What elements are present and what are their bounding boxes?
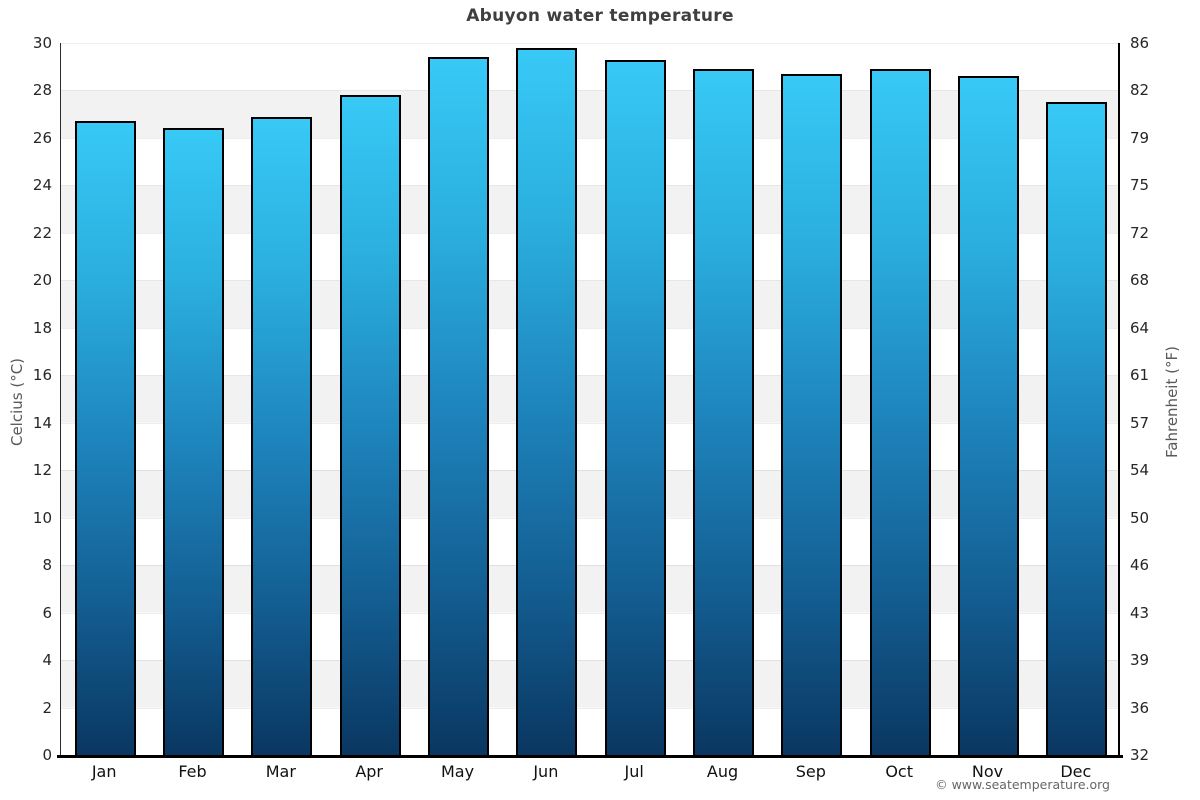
month-label-dec: Dec: [1060, 762, 1092, 781]
gridline-10c: [61, 517, 1118, 519]
bar-oct: [869, 69, 931, 755]
fahrenheit-tick-54: 54: [1130, 461, 1150, 480]
gridline-12c: [61, 470, 1118, 472]
gridline-26c: [61, 137, 1118, 139]
month-label-oct: Oct: [885, 762, 913, 781]
bar-jan: [74, 121, 136, 755]
fahrenheit-tick-39: 39: [1130, 651, 1150, 670]
gridline-4c: [61, 660, 1118, 662]
fahrenheit-tick-75: 75: [1130, 176, 1150, 195]
celsius-tick-20: 20: [32, 271, 52, 290]
bar-jul: [604, 59, 666, 755]
celsius-tick-2: 2: [42, 698, 52, 717]
gridline-22c: [61, 232, 1118, 234]
fahrenheit-tick-43: 43: [1130, 603, 1150, 622]
y-axis-title-left: Celcius (°C): [8, 357, 26, 447]
celsius-tick-26: 26: [32, 128, 52, 147]
bar-may: [428, 57, 489, 755]
gridline-16c: [61, 375, 1118, 377]
bar-mar: [251, 116, 313, 755]
fahrenheit-tick-64: 64: [1130, 318, 1150, 337]
month-label-jul: Jul: [624, 762, 644, 781]
gridline-28c: [61, 90, 1118, 92]
fahrenheit-tick-46: 46: [1130, 556, 1150, 575]
celsius-tick-30: 30: [32, 34, 52, 52]
gridline-20c: [61, 280, 1118, 282]
bar-jun: [516, 47, 578, 755]
fahrenheit-tick-32: 32: [1130, 746, 1150, 764]
fahrenheit-tick-61: 61: [1130, 366, 1150, 385]
celsius-tick-0: 0: [42, 746, 52, 764]
month-label-jun: Jun: [533, 762, 559, 781]
month-label-mar: Mar: [265, 762, 296, 781]
chart-title: Abuyon water temperature: [466, 6, 734, 26]
fahrenheit-tick-50: 50: [1130, 508, 1150, 527]
fahrenheit-tick-82: 82: [1130, 81, 1150, 100]
fahrenheit-tick-72: 72: [1130, 223, 1150, 242]
month-label-nov: Nov: [971, 762, 1004, 781]
month-label-aug: Aug: [706, 762, 739, 781]
gridline-2c: [61, 707, 1118, 709]
copyright-footer: © www.seatemperature.org: [935, 777, 1110, 792]
fahrenheit-tick-86: 86: [1130, 34, 1150, 52]
fahrenheit-tick-79: 79: [1130, 128, 1150, 147]
gridline-24c: [61, 185, 1118, 187]
x-axis-line: [57, 755, 1123, 758]
gridline-6c: [61, 612, 1118, 614]
bar-apr: [339, 95, 401, 755]
celsius-tick-22: 22: [32, 223, 52, 242]
celsius-tick-12: 12: [32, 461, 52, 480]
y-axis-title-right: Fahrenheit (°F): [1163, 346, 1181, 458]
month-label-feb: Feb: [178, 762, 207, 781]
celsius-tick-16: 16: [32, 366, 52, 385]
bar-dec: [1046, 102, 1108, 755]
celsius-tick-24: 24: [32, 176, 52, 195]
fahrenheit-tick-57: 57: [1130, 413, 1150, 432]
celsius-tick-10: 10: [32, 508, 52, 527]
bar-aug: [693, 69, 754, 755]
month-label-sep: Sep: [795, 762, 826, 781]
plot-area: [60, 43, 1120, 756]
celsius-tick-14: 14: [32, 413, 52, 432]
gridline-30c: [61, 43, 1118, 44]
fahrenheit-tick-68: 68: [1130, 271, 1150, 290]
celsius-tick-18: 18: [32, 318, 52, 337]
month-label-apr: Apr: [355, 762, 383, 781]
month-label-may: May: [440, 762, 475, 781]
gridline-8c: [61, 565, 1118, 567]
gridline-14c: [61, 422, 1118, 424]
bar-sep: [781, 73, 843, 755]
celsius-tick-8: 8: [42, 556, 52, 575]
bar-feb: [163, 128, 224, 755]
gridline-18c: [61, 327, 1118, 329]
bar-nov: [958, 76, 1019, 755]
celsius-tick-4: 4: [42, 651, 52, 670]
month-label-jan: Jan: [91, 762, 117, 781]
fahrenheit-tick-36: 36: [1130, 698, 1150, 717]
celsius-tick-28: 28: [32, 81, 52, 100]
celsius-tick-6: 6: [42, 603, 52, 622]
